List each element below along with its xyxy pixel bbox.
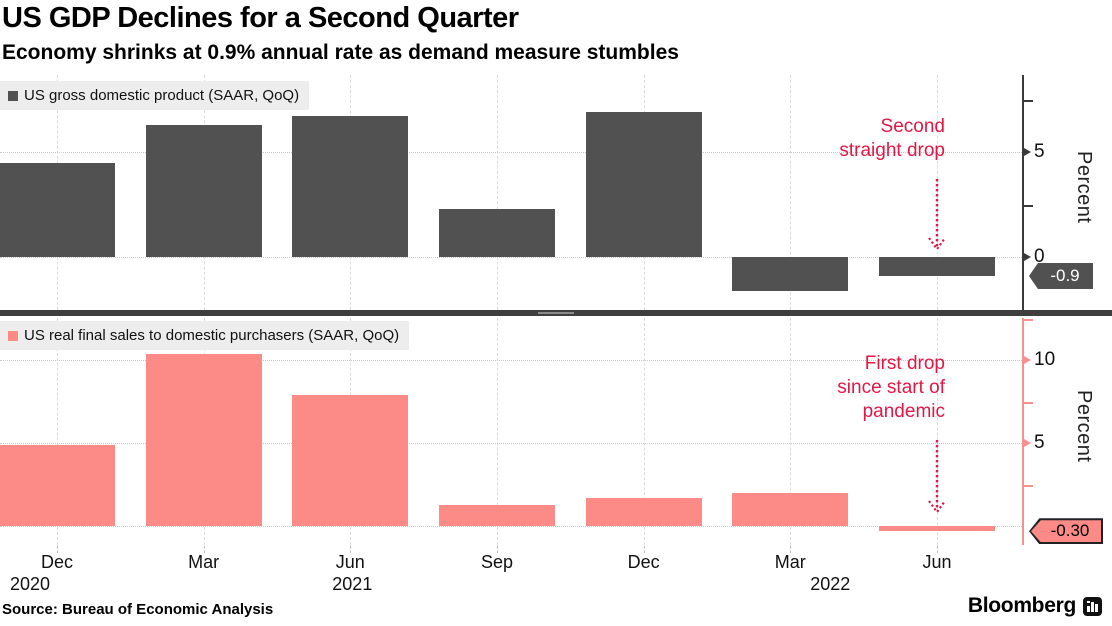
source-note: Source: Bureau of Economic Analysis [2, 601, 274, 618]
tick-arrow-icon [1024, 253, 1031, 262]
gridline-v [790, 75, 792, 310]
bar [878, 257, 995, 276]
bar [292, 116, 409, 258]
x-tick-label-year: 2022 [810, 574, 851, 594]
x-tick-label-year: 2020 [9, 574, 51, 594]
bar [0, 162, 115, 258]
y-axis-title: Percent [1073, 389, 1095, 462]
bar [145, 124, 262, 258]
tick-arrow-icon [1024, 148, 1031, 157]
legend-marker [8, 90, 18, 101]
y-tick-label: 0 [1034, 246, 1045, 268]
brand-wordmark: Bloomberg [967, 594, 1076, 617]
gridline-h [0, 443, 1022, 445]
x-tick [790, 546, 792, 553]
x-tick-label-month: Jun [922, 552, 952, 572]
tick-arrow-icon [1024, 439, 1031, 448]
bloomberg-chart-icon [1083, 596, 1102, 616]
gridline-v [496, 75, 498, 310]
chart-subtitle: Economy shrinks at 0.9% annual rate as d… [2, 41, 679, 64]
annotation-arrow-icon [925, 179, 949, 258]
x-tick [350, 546, 352, 553]
annotation-text: First drop since start of pandemic [837, 353, 945, 422]
bar [145, 353, 262, 527]
x-tick [936, 546, 938, 553]
y-axis-title: Percent [1073, 150, 1095, 223]
tick-minor [1024, 204, 1033, 207]
value-tag-label: -0.9 [1050, 265, 1080, 285]
panel-bottom: US real final sales to domestic purchase… [0, 318, 1112, 545]
x-tick-label-year: 2021 [332, 574, 373, 594]
value-tag-label: -0.30 [1050, 521, 1090, 541]
x-tick [57, 546, 58, 553]
tick-minor [1024, 99, 1033, 102]
y-tick-label: 5 [1034, 432, 1045, 454]
x-tick-label-month: Jun [335, 552, 365, 572]
tick-minor [1024, 484, 1033, 487]
bar [585, 112, 702, 258]
gridline-h [0, 152, 1022, 154]
y-tick-label: 10 [1034, 349, 1056, 371]
bar [0, 444, 115, 527]
x-tick [203, 546, 205, 553]
y-tick-label: 5 [1034, 141, 1045, 163]
bar [438, 208, 555, 258]
y-axis-line [1022, 75, 1024, 310]
gridline-v [936, 75, 938, 310]
bar [732, 493, 849, 527]
chart-title: US GDP Declines for a Second Quarter [2, 2, 519, 34]
value-tag: -0.9 [1029, 262, 1093, 289]
gridline-h [0, 526, 1022, 528]
x-tick-label-month: Sep [480, 552, 513, 572]
value-tag: -0.30 [1029, 518, 1103, 545]
gridline-h [0, 257, 1022, 259]
bar [438, 504, 555, 527]
gridline-v [936, 318, 938, 545]
brand-logo: Bloomberg [968, 594, 1102, 618]
gridline-v [57, 318, 58, 545]
annotation-arrow-icon [925, 440, 949, 521]
panel-top: US gross domestic product (SAAR, QoQ) 0 5 P… [0, 75, 1112, 310]
gridline-v [643, 318, 645, 545]
divider-grip-icon [538, 312, 574, 314]
x-tick-label-month: Mar [188, 552, 220, 572]
gridline-v [496, 318, 498, 545]
x-tick [496, 546, 498, 553]
legend-marker [8, 330, 18, 341]
bar [585, 498, 702, 527]
legend-label: US gross domestic product (SAAR, QoQ) [24, 87, 300, 104]
gridline-v [790, 318, 792, 545]
bar [878, 526, 995, 532]
legend-label: US real final sales to domestic purchase… [24, 327, 400, 344]
legend-bottom: US real final sales to domestic purchase… [0, 321, 410, 350]
annotation-text: Second straight drop [839, 116, 945, 161]
bar [732, 257, 849, 291]
y-axis-line [1022, 318, 1024, 545]
tick-arrow-icon [1024, 356, 1031, 365]
x-tick-label-month: Mar [774, 552, 806, 572]
tick-minor [1024, 318, 1033, 321]
bar [292, 395, 409, 527]
gridline-h [0, 360, 1022, 362]
panel-divider [0, 310, 1112, 316]
tick-minor [1024, 401, 1033, 404]
x-tick [643, 546, 645, 553]
x-tick-label-month: Dec [40, 552, 73, 572]
legend-top: US gross domestic product (SAAR, QoQ) [0, 81, 310, 110]
x-tick-label-month: Dec [627, 552, 660, 572]
